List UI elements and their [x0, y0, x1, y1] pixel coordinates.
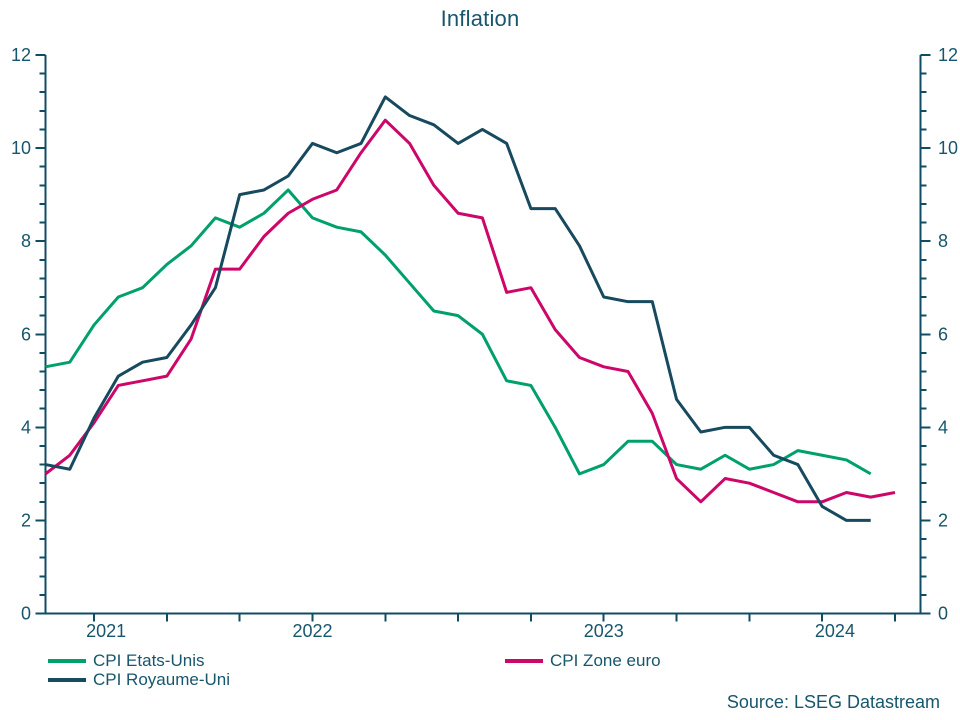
series-line-cpi-etats-unis	[45, 188, 872, 476]
legend-item-cpi-etats-unis: CPI Etats-Unis	[48, 651, 205, 670]
legend-swatch-cpi-royaume-uni	[48, 678, 86, 682]
y-axis-label-left: 2	[21, 510, 31, 530]
x-axis-year-label: 2022	[292, 621, 332, 641]
legend-item-cpi-royaume-uni: CPI Royaume-Uni	[48, 670, 230, 689]
y-axis-label-right: 10	[938, 138, 958, 158]
y-axis-label-right: 2	[938, 510, 948, 530]
x-axis-year-label: 2021	[86, 621, 126, 641]
y-axis-label-left: 6	[21, 324, 31, 344]
y-axis-label-right: 8	[938, 231, 948, 251]
y-axis-label-left: 10	[11, 138, 31, 158]
y-axis-label-right: 6	[938, 324, 948, 344]
chart-title: Inflation	[440, 6, 520, 31]
x-axis-year-label: 2024	[815, 621, 855, 641]
y-axis-label-left: 12	[11, 45, 31, 65]
y-axis-label-left: 4	[21, 417, 31, 437]
legend-swatch-cpi-etats-unis	[48, 659, 86, 663]
y-axis-label-right: 12	[938, 45, 958, 65]
legend-swatch-cpi-zone-euro	[505, 659, 543, 663]
x-axis-year-label: 2023	[584, 621, 624, 641]
legend-label-cpi-royaume-uni: CPI Royaume-Uni	[93, 670, 230, 689]
y-axis-label-left: 0	[21, 604, 31, 624]
legend-label-cpi-zone-euro: CPI Zone euro	[550, 651, 661, 670]
series-line-cpi-royaume-uni	[45, 95, 871, 522]
legend-label-cpi-etats-unis: CPI Etats-Unis	[93, 651, 205, 670]
y-axis-label-right: 0	[938, 604, 948, 624]
legend-item-cpi-zone-euro: CPI Zone euro	[505, 651, 661, 670]
series-line-cpi-zone-euro	[44, 118, 896, 504]
y-axis-label-right: 4	[938, 417, 948, 437]
source-note: Source: LSEG Datastream	[726, 692, 940, 712]
y-axis-label-left: 8	[21, 231, 31, 251]
